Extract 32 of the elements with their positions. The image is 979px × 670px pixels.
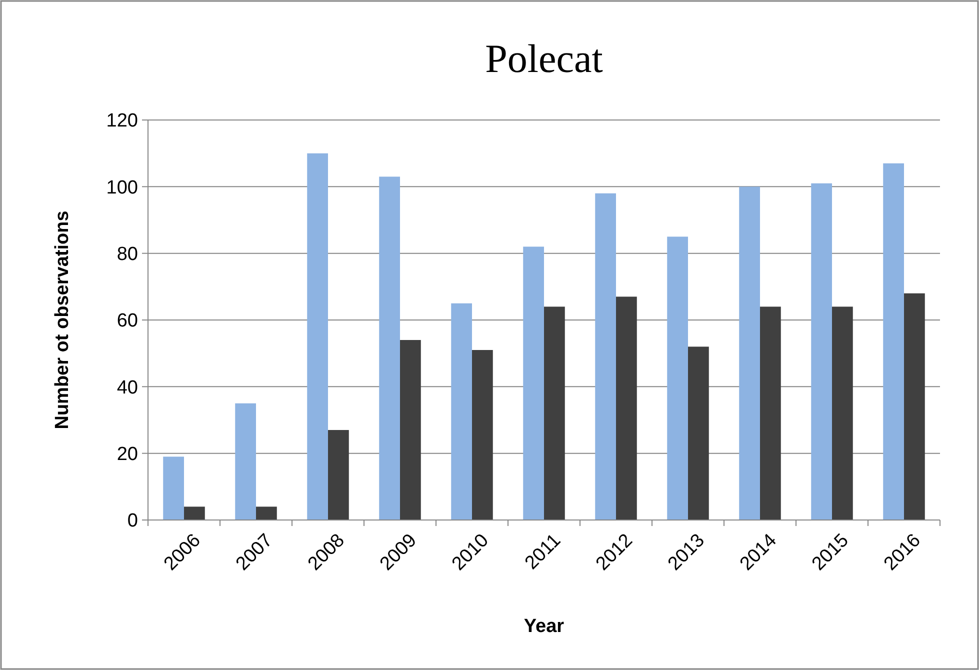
y-tick-label: 80 <box>116 244 138 265</box>
bar <box>307 153 328 520</box>
bar <box>688 346 709 520</box>
bar <box>235 403 256 520</box>
bar <box>904 293 925 520</box>
bar <box>184 506 205 520</box>
bar <box>379 176 400 520</box>
y-axis-title: Number ot observations <box>52 210 73 430</box>
bar <box>544 306 565 520</box>
bar <box>328 430 349 520</box>
x-axis-title: Year <box>524 616 565 637</box>
bar <box>739 186 760 520</box>
bar <box>760 306 781 520</box>
bar <box>883 163 904 520</box>
y-tick-label: 100 <box>106 177 138 198</box>
y-tick-label: 60 <box>116 310 138 332</box>
bar <box>472 350 493 520</box>
bar <box>616 296 637 520</box>
bar <box>256 506 277 520</box>
bar <box>832 306 853 520</box>
y-tick-label: 40 <box>116 377 138 398</box>
chart-title: Polecat <box>485 36 603 81</box>
bar <box>811 183 832 520</box>
bar <box>523 246 544 520</box>
y-tick-label: 0 <box>127 510 138 532</box>
bar <box>595 193 616 520</box>
y-tick-label: 20 <box>116 444 138 465</box>
bar <box>667 236 688 520</box>
bar <box>400 340 421 520</box>
y-tick-label: 120 <box>106 110 138 132</box>
bar <box>451 303 472 520</box>
bar <box>163 456 184 520</box>
